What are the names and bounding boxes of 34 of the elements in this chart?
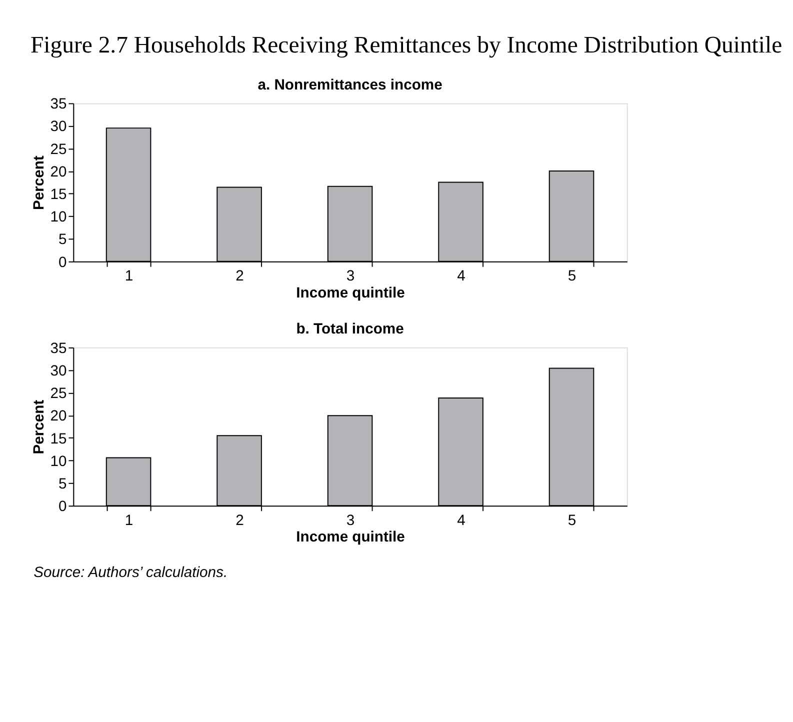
x-tick-label: 5 (568, 268, 576, 285)
y-tick-label: 0 (58, 254, 67, 271)
y-tick-label: 35 (50, 340, 67, 357)
y-tick-label: 25 (50, 142, 67, 158)
y-tick-label: 15 (50, 431, 67, 448)
y-tick-label: 20 (50, 408, 67, 425)
y-tick-label: 20 (50, 164, 67, 180)
x-axis-title: Income quintile (296, 530, 405, 546)
caption: Figure 2.7 Households Receiving Remittances by Income Distribution Quintile (30, 32, 782, 58)
y-tick-label: 5 (58, 232, 67, 248)
y-tick-label: 35 (50, 96, 67, 113)
y-tick-label: 10 (50, 454, 67, 470)
y-tick-label: 10 (50, 210, 67, 226)
x-tick-label: 4 (457, 512, 466, 529)
x-tick-label: 5 (568, 512, 576, 529)
x-tick-label: 2 (236, 268, 244, 285)
x-tick-label: 2 (236, 512, 244, 529)
source-note: Source: Authors’ calculations. (34, 564, 228, 581)
y-axis-title: Percent (31, 400, 48, 454)
y-tick-label: 30 (50, 119, 67, 136)
x-tick-label: 1 (124, 512, 134, 529)
y-tick-label: 5 (58, 476, 67, 492)
chart-title: b. Total income (296, 322, 404, 338)
y-axis-title: Percent (31, 156, 48, 210)
x-tick-label: 3 (346, 512, 355, 529)
y-tick-label: 15 (50, 187, 67, 204)
x-axis-title: Income quintile (296, 285, 405, 302)
chart-title: a. Nonremittances income (258, 77, 442, 94)
y-tick-label: 25 (50, 386, 67, 402)
x-tick-label: 3 (346, 268, 355, 285)
y-tick-label: 0 (58, 499, 67, 516)
y-tick-label: 30 (50, 363, 67, 380)
x-tick-label: 1 (124, 268, 134, 285)
x-tick-label: 4 (457, 268, 466, 285)
